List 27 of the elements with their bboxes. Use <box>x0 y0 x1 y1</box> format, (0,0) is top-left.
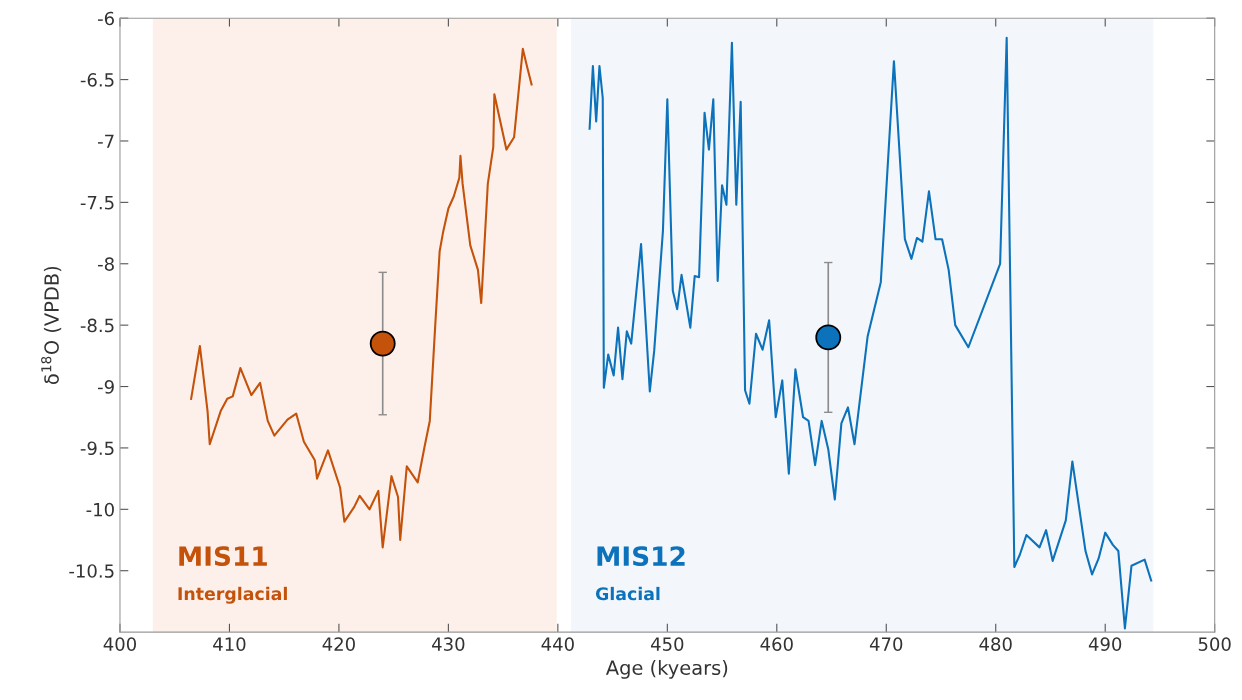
x-axis-title: Age (kyears) <box>605 659 728 679</box>
x-tick-label: 490 <box>1088 637 1122 651</box>
y-tick-label: -8 <box>98 257 114 271</box>
y-tick-label: -7.5 <box>80 196 114 210</box>
y-tick-label: -9.5 <box>80 441 114 456</box>
y-tick-label: -7 <box>98 134 114 148</box>
band-label: MIS12 <box>597 546 685 567</box>
y-axis-title: δ$^{18}$O (VPDB) <box>41 266 62 385</box>
y-tick-label: -6 <box>98 11 114 26</box>
x-tick-label: 430 <box>432 637 465 651</box>
x-tick-label: 450 <box>650 637 684 651</box>
annotation: Interglacial <box>178 586 287 604</box>
y-tick-label: -9 <box>98 380 114 394</box>
annotation: Glacial <box>595 586 660 601</box>
y-tick-label: -8.5 <box>80 318 114 333</box>
y-tick-label: -10 <box>86 502 114 517</box>
x-tick-label: 460 <box>760 637 793 651</box>
x-tick-label: 470 <box>869 637 903 651</box>
x-tick-label: 400 <box>103 637 137 651</box>
x-tick-label: 500 <box>1198 637 1231 651</box>
x-tick-label: 480 <box>979 637 1012 651</box>
y-tick-label: -6.5 <box>80 73 114 87</box>
y-tick-label: -10.5 <box>69 564 114 578</box>
band-label: MIS11 <box>179 546 267 567</box>
x-tick-label: 440 <box>541 637 574 651</box>
x-tick-label: 410 <box>213 637 246 651</box>
x-tick-label: 420 <box>322 637 355 651</box>
